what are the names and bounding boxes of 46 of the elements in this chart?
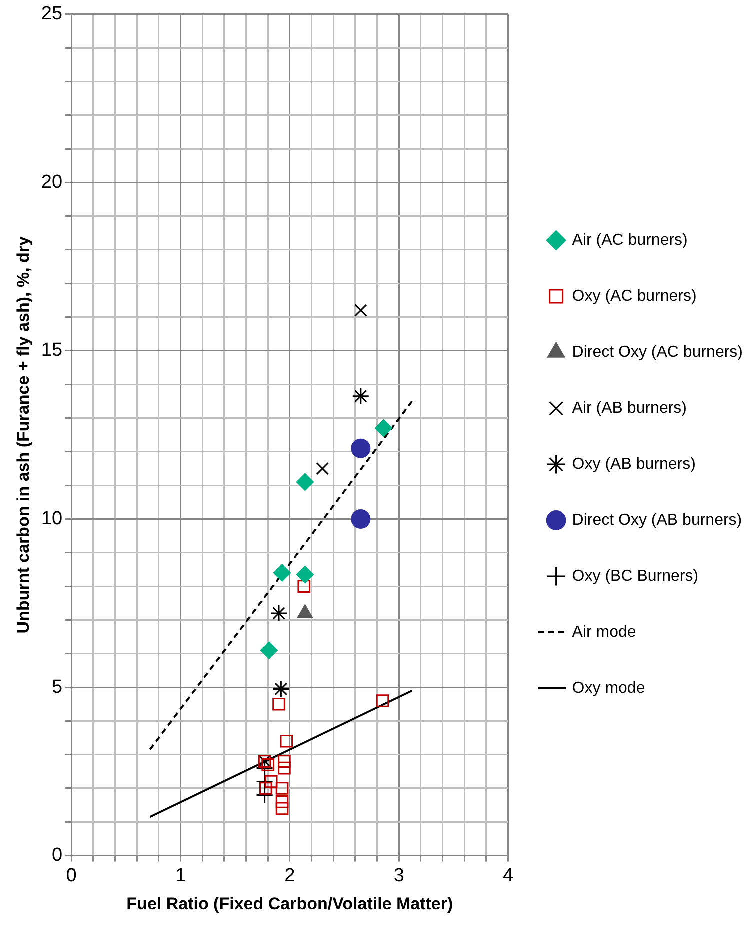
point (351, 438, 371, 458)
x-axis-title: Fuel Ratio (Fixed Carbon/Volatile Matter) (126, 894, 454, 914)
y-axis-title: Unburnt carbon in ash (Furance + fly ash), %, dry (14, 236, 33, 634)
legend-label: Direct Oxy (AC burners) (572, 344, 744, 361)
legend-label: Air mode (572, 624, 636, 641)
point (280, 734, 294, 748)
point (296, 566, 314, 584)
point (298, 580, 311, 593)
point (278, 762, 291, 775)
x-tick-label: 4 (503, 865, 514, 886)
point (260, 642, 278, 660)
point (270, 604, 288, 622)
point (351, 509, 371, 529)
y-tick-label: 5 (52, 676, 63, 698)
point (352, 388, 370, 406)
point (264, 775, 278, 788)
point (296, 473, 314, 491)
point (316, 462, 330, 476)
point (272, 698, 286, 711)
point (276, 802, 289, 816)
x-tick-label: 2 (284, 865, 296, 886)
point (375, 420, 393, 438)
point (276, 782, 289, 795)
point (274, 564, 292, 582)
x-tick-label: 0 (66, 865, 77, 886)
legend-label: Oxy mode (572, 680, 646, 697)
y-tick-label: 0 (52, 845, 63, 866)
point (354, 304, 368, 317)
legend-label: Oxy (AC burners) (572, 288, 697, 305)
point (376, 694, 390, 708)
legend-label: Oxy (BC Burners) (572, 568, 699, 585)
y-tick-label: 15 (41, 340, 63, 362)
point (259, 782, 272, 795)
point (272, 680, 290, 698)
y-tick-label: 20 (41, 172, 63, 193)
y-tick-label: 10 (41, 508, 63, 530)
point (262, 758, 274, 772)
legend-label: Direct Oxy (AB burners) (572, 512, 742, 529)
point (276, 796, 289, 808)
y-tick-label: 25 (41, 4, 63, 25)
x-tick-label: 1 (175, 865, 186, 886)
legend-label: Air (AB burners) (572, 400, 688, 417)
x-tick-label: 3 (394, 865, 404, 886)
point (278, 755, 291, 768)
legend-label: Air (AC burners) (572, 232, 688, 249)
legend-label: Oxy (AB burners) (572, 456, 696, 473)
